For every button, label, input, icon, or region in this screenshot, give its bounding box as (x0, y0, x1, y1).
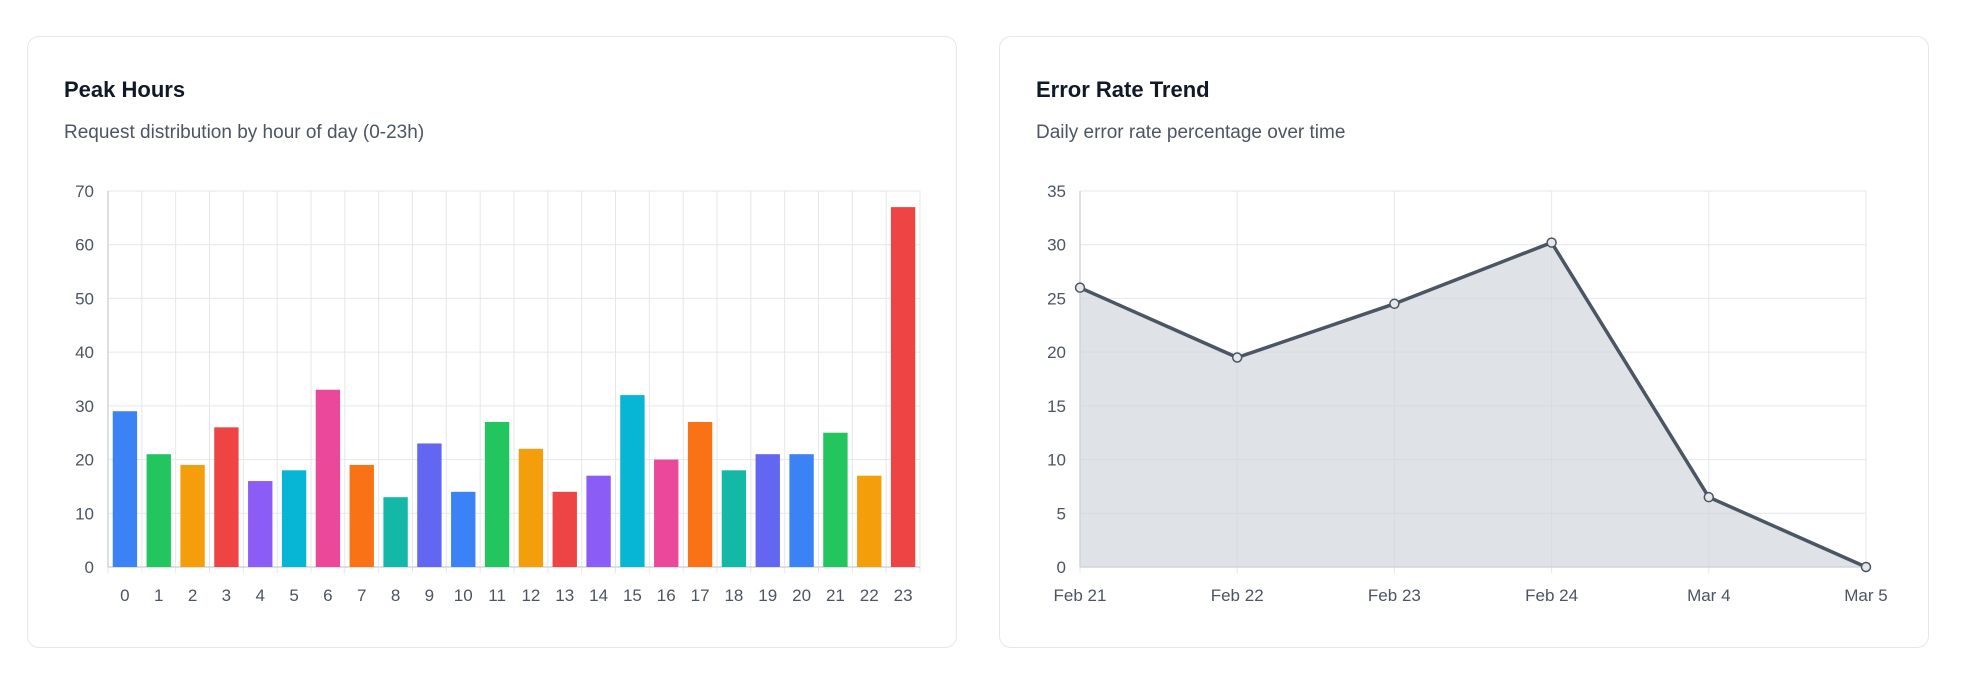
y-tick-label: 20 (1047, 343, 1066, 362)
bar (146, 454, 171, 567)
y-tick-label: 70 (75, 182, 94, 201)
bar (112, 411, 138, 567)
y-tick-label: 0 (1057, 558, 1066, 577)
bar (248, 481, 273, 567)
x-tick-label: 15 (623, 586, 642, 605)
bar (620, 395, 645, 567)
x-tick-label: Mar 4 (1687, 586, 1730, 605)
x-tick-label: 8 (391, 586, 400, 605)
bar (721, 470, 747, 567)
peak-hours-card: Peak Hours Request distribution by hour … (27, 36, 957, 648)
x-tick-label: 21 (826, 586, 845, 605)
x-tick-label: 3 (222, 586, 231, 605)
bar (552, 491, 577, 567)
x-tick-label: 16 (657, 586, 676, 605)
x-tick-label: 1 (154, 586, 163, 605)
y-tick-label: 30 (1047, 236, 1066, 255)
x-tick-label: Feb 21 (1054, 586, 1107, 605)
data-point (1389, 298, 1400, 310)
x-tick-label: 22 (860, 586, 879, 605)
y-tick-label: 10 (75, 504, 94, 523)
bar (789, 454, 814, 567)
x-tick-label: 13 (555, 586, 574, 605)
data-point (1074, 282, 1086, 293)
y-tick-label: 25 (1047, 289, 1066, 308)
peak-hours-subtitle: Request distribution by hour of day (0-2… (64, 122, 425, 143)
bar (823, 432, 848, 567)
y-tick-label: 30 (75, 397, 94, 416)
x-tick-label: Feb 24 (1525, 586, 1578, 605)
data-point (1546, 237, 1557, 248)
x-tick-label: 4 (256, 586, 265, 605)
bar (451, 491, 476, 567)
y-tick-label: 20 (75, 451, 94, 470)
error-rate-title: Error Rate Trend (1036, 77, 1210, 102)
bar (417, 443, 442, 567)
x-tick-label: 6 (323, 586, 332, 605)
data-point (1231, 352, 1243, 363)
y-tick-label: 5 (1057, 504, 1066, 523)
x-tick-label: 7 (357, 586, 366, 605)
error-rate-line (1079, 240, 1867, 569)
y-tick-label: 40 (75, 343, 94, 362)
x-tick-label: 11 (488, 586, 506, 605)
bar (518, 448, 544, 567)
x-tick-label: 2 (188, 586, 197, 605)
x-tick-label: 12 (521, 586, 540, 605)
y-tick-label: 60 (75, 236, 94, 255)
bar (654, 459, 679, 567)
bar (349, 464, 374, 567)
x-tick-label: 20 (792, 586, 811, 605)
x-tick-label: 5 (289, 586, 298, 605)
error-rate-card: Error Rate Trend Daily error rate percen… (999, 36, 1929, 648)
data-point (1860, 561, 1872, 573)
bar (281, 470, 307, 567)
y-tick-label: 50 (75, 289, 94, 308)
bar (484, 421, 510, 567)
bar (383, 497, 408, 567)
x-tick-label: 18 (724, 586, 743, 605)
y-tick-label: 10 (1047, 451, 1066, 470)
bar (180, 464, 205, 567)
bar (857, 475, 882, 567)
bar (586, 475, 611, 567)
bar (890, 207, 916, 567)
bar (687, 421, 713, 567)
x-tick-label: 23 (894, 586, 913, 605)
y-tick-label: 0 (85, 558, 94, 577)
bar (214, 427, 239, 567)
error-rate-area (1080, 242, 1866, 567)
y-tick-label: 35 (1047, 182, 1066, 201)
x-tick-label: 0 (120, 586, 129, 605)
x-tick-label: Feb 22 (1211, 586, 1264, 605)
error-rate-subtitle: Daily error rate percentage over time (1036, 122, 1346, 143)
y-tick-label: 15 (1047, 397, 1066, 416)
data-point (1703, 491, 1715, 503)
error-rate-line-chart: 0 5 10 15 20 25 30 35 Feb 21 Feb 22 Feb 23 Feb 24 Ma… (1047, 182, 1888, 605)
x-tick-label: Mar 5 (1844, 586, 1887, 605)
bar (755, 454, 780, 567)
x-tick-label: 19 (758, 586, 777, 605)
x-tick-label: 17 (691, 586, 710, 605)
x-tick-label: Feb 23 (1368, 586, 1421, 605)
x-tick-label: 10 (454, 586, 473, 605)
x-tick-label: 9 (425, 586, 434, 605)
x-tick-label: 14 (589, 586, 608, 605)
peak-hours-title: Peak Hours (64, 77, 186, 102)
bar (315, 389, 341, 567)
